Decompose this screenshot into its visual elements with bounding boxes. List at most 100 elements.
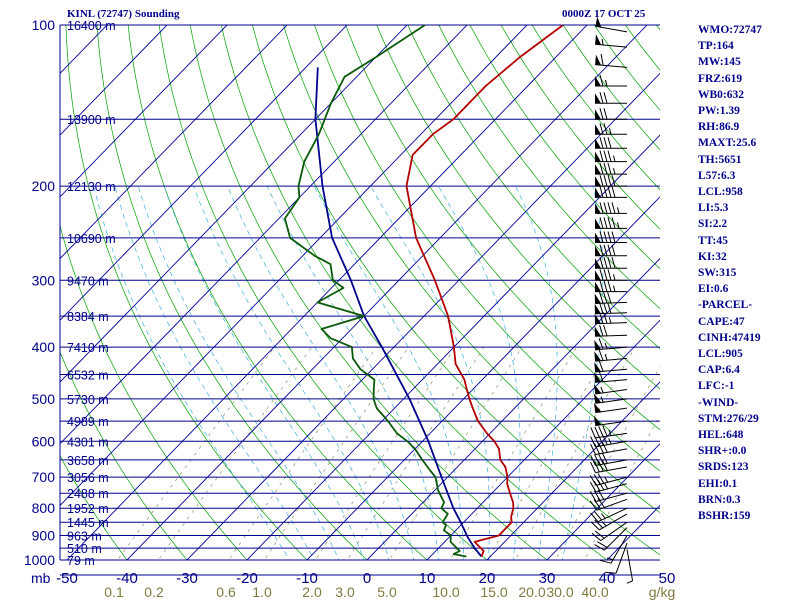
dry-adiabat bbox=[438, 25, 660, 309]
isotherm bbox=[60, 25, 408, 383]
wind-barb bbox=[593, 393, 628, 404]
index-item: WB0:632 bbox=[698, 88, 744, 101]
observation-time: 0000Z 17 OCT 25 bbox=[562, 8, 646, 20]
mixing-ratio-line bbox=[228, 346, 377, 560]
index-item: FRZ:619 bbox=[698, 72, 743, 85]
barb-pennant bbox=[595, 93, 601, 104]
index-item: PW:1.39 bbox=[698, 105, 740, 118]
barb-pennant bbox=[595, 16, 602, 28]
barb-flag bbox=[607, 269, 612, 281]
wind-barb bbox=[594, 370, 628, 383]
index-item: MAXT:25.6 bbox=[698, 137, 757, 150]
index-item: -WIND- bbox=[698, 396, 739, 409]
barb-flag bbox=[598, 442, 604, 454]
mixing-ratio-line bbox=[514, 346, 636, 560]
barb-pennant bbox=[595, 270, 601, 281]
barb-flag bbox=[599, 324, 604, 337]
barb-staff bbox=[595, 43, 628, 48]
barb-flag bbox=[598, 370, 604, 382]
barb-flag bbox=[603, 324, 608, 337]
dry-adiabat bbox=[96, 25, 368, 560]
barb-pennant bbox=[593, 415, 602, 426]
mixing-ratio-label: 10.0 bbox=[432, 584, 459, 600]
barb-flag bbox=[603, 217, 608, 229]
index-item: CAP:6.4 bbox=[698, 364, 740, 377]
barb-half-flag bbox=[604, 342, 608, 349]
barb-staff bbox=[595, 398, 628, 404]
barb-flag bbox=[598, 338, 604, 350]
pressure-tick-label: 600 bbox=[32, 433, 56, 449]
barb-flag bbox=[591, 532, 602, 541]
barb-flag bbox=[594, 519, 604, 529]
moist-adiabat bbox=[370, 185, 490, 560]
mixing-ratio-line bbox=[117, 346, 275, 560]
barb-flag bbox=[611, 202, 616, 214]
dry-adiabat bbox=[345, 25, 660, 431]
dry-adiabat bbox=[65, 25, 308, 560]
barb-flag bbox=[593, 510, 602, 521]
dry-adiabat bbox=[60, 224, 248, 560]
height-label: 1445 m bbox=[67, 516, 109, 530]
barb-pennant bbox=[595, 258, 601, 269]
barb-half-flag bbox=[601, 521, 607, 527]
mixing-ratio-label: 20.0 bbox=[518, 584, 545, 600]
temperature-tick-label: -40 bbox=[116, 570, 138, 587]
index-item: SI:2.2 bbox=[698, 218, 728, 231]
barb-flag bbox=[603, 202, 608, 214]
wind-barb bbox=[595, 92, 627, 104]
barb-half-flag bbox=[608, 429, 612, 436]
barb-staff bbox=[596, 498, 628, 511]
barb-pennant bbox=[595, 164, 601, 175]
barb-staff bbox=[595, 407, 628, 414]
dry-adiabat bbox=[60, 455, 128, 560]
index-item: LCL:958 bbox=[698, 186, 743, 199]
barb-staff bbox=[595, 64, 628, 68]
height-label: 16400 m bbox=[67, 19, 116, 33]
barb-staff bbox=[595, 440, 628, 448]
moist-adiabat bbox=[515, 185, 558, 560]
moist-adiabat bbox=[193, 185, 390, 560]
isobar-lines bbox=[59, 24, 660, 576]
pressure-tick-label: 800 bbox=[32, 500, 56, 516]
isotherm bbox=[66, 25, 588, 560]
isotherm bbox=[60, 25, 288, 260]
height-label: 79 m bbox=[67, 554, 95, 568]
index-item: BSHR:159 bbox=[698, 510, 751, 523]
dry-adiabat bbox=[376, 25, 660, 390]
barb-flag bbox=[611, 244, 616, 256]
index-item: LI:5.3 bbox=[698, 202, 729, 215]
thermodynamic-grid bbox=[60, 13, 800, 571]
barb-half-flag bbox=[608, 438, 612, 445]
temperature-tick-label: 0 bbox=[363, 570, 371, 587]
height-label: 963 m bbox=[67, 530, 102, 544]
barb-flag bbox=[590, 454, 596, 466]
barb-flag bbox=[603, 150, 608, 162]
height-label: 510 m bbox=[67, 542, 102, 556]
barb-staff bbox=[595, 448, 628, 455]
mixing-ratio-label: 0.2 bbox=[144, 584, 164, 600]
barb-flag bbox=[607, 186, 612, 198]
wind-barb bbox=[589, 497, 628, 511]
barb-flag bbox=[599, 202, 604, 214]
index-item: WMO:72747 bbox=[698, 24, 762, 36]
barb-staff bbox=[595, 459, 628, 466]
barb-flag bbox=[599, 312, 604, 324]
barb-flag bbox=[607, 137, 612, 149]
barb-flag bbox=[603, 186, 608, 198]
index-item: TT:45 bbox=[698, 234, 728, 247]
moist-adiabat bbox=[137, 185, 340, 560]
dry-adiabat bbox=[189, 25, 548, 560]
wind-barb bbox=[604, 542, 628, 574]
index-item: STM:276/29 bbox=[698, 412, 759, 425]
pressure-tick-label: 300 bbox=[32, 272, 56, 288]
wind-barb bbox=[595, 54, 628, 68]
barb-flag bbox=[599, 162, 604, 175]
wind-barb bbox=[593, 415, 628, 427]
barb-flag bbox=[598, 460, 604, 472]
index-item: BRN:0.3 bbox=[698, 493, 741, 506]
wind-barb bbox=[595, 150, 627, 163]
mixing-ratio-label: 1.0 bbox=[252, 584, 272, 600]
dry-adiabat bbox=[770, 13, 800, 571]
barb-flag bbox=[599, 244, 604, 256]
barb-pennant bbox=[594, 372, 602, 383]
